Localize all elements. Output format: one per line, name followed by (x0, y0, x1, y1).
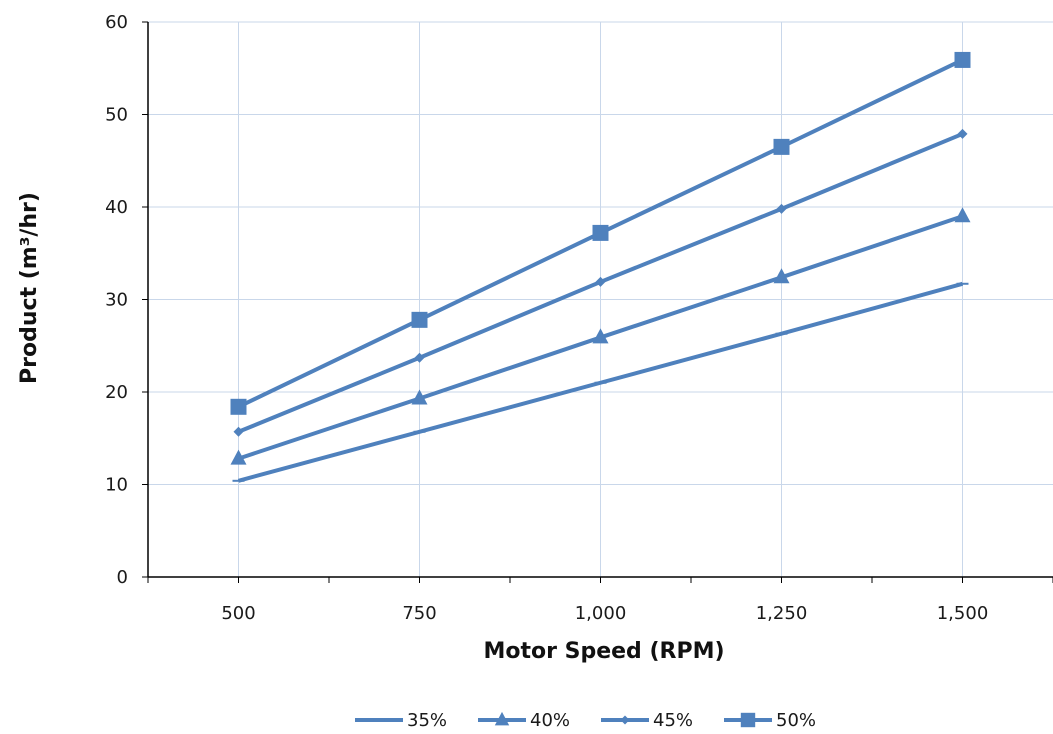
legend-item: 35% (355, 710, 447, 731)
x-tick-label: 1,500 (937, 603, 989, 624)
y-tick-label: 60 (105, 12, 128, 33)
data-point (233, 426, 244, 437)
data-point (773, 268, 790, 284)
gridlines (148, 21, 1053, 577)
series-45pct (233, 128, 968, 437)
diamond-marker (620, 715, 630, 725)
series-50pct (230, 51, 971, 415)
data-point (776, 203, 787, 214)
data-point (230, 398, 247, 415)
x-tick-label: 1,250 (756, 603, 808, 624)
square-marker (740, 712, 756, 728)
y-tick-label: 40 (105, 197, 128, 218)
legend-label: 35% (407, 710, 447, 731)
series-40pct (230, 207, 971, 465)
data-point (595, 276, 606, 287)
y-tick-label: 20 (105, 382, 128, 403)
y-axis-title: Product (m³/hr) (17, 192, 42, 384)
data-point (230, 449, 247, 465)
legend: 35% 40% 45% 50% (355, 710, 816, 731)
data-point (954, 207, 971, 223)
data-point (954, 51, 971, 68)
x-tick-label: 750 (402, 603, 436, 624)
x-tick-label: 1,000 (575, 603, 627, 624)
data-point (957, 128, 968, 139)
y-tick-label: 10 (105, 475, 128, 496)
legend-item: 50% (724, 710, 816, 731)
y-tick-label: 50 (105, 105, 128, 126)
x-tick-label: 500 (221, 603, 255, 624)
series-lines (230, 51, 971, 483)
y-tick-label: 30 (105, 290, 128, 311)
y-tick-label: 0 (117, 567, 128, 588)
data-point (592, 224, 609, 241)
series-35pct (232, 281, 969, 483)
tick-labels: 0 10 20 30 40 50 60 500 750 1,000 1,250 1,500 (105, 12, 988, 624)
x-axis-title: Motor Speed (RPM) (483, 639, 724, 664)
data-point (592, 328, 609, 344)
legend-label: 50% (776, 710, 816, 731)
data-point (414, 352, 425, 363)
legend-label: 45% (653, 710, 693, 731)
data-point (411, 311, 428, 328)
data-point (411, 389, 428, 405)
legend-label: 40% (530, 710, 570, 731)
data-point (773, 138, 790, 155)
triangle-marker (494, 711, 510, 726)
legend-item: 40% (478, 710, 570, 731)
legend-item: 45% (601, 710, 693, 731)
axes (142, 21, 1053, 583)
